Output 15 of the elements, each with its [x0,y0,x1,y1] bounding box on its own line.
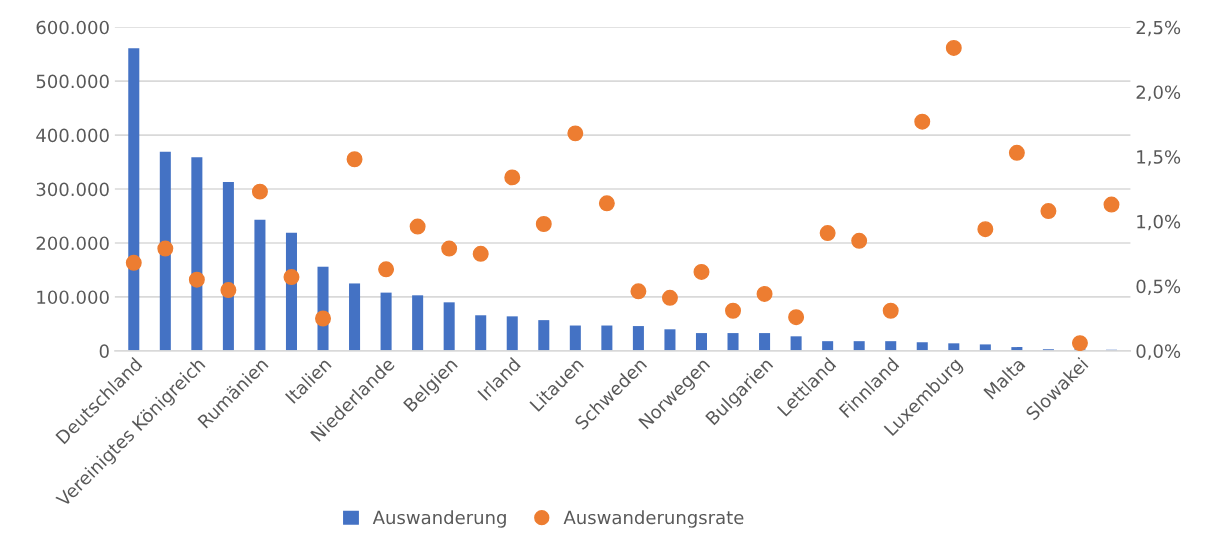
y2-tick-label: 1,0% [1137,214,1181,231]
legend-label: Auswanderung [372,510,506,528]
y2-tick-label: 2,0% [1136,85,1181,101]
legend-label: Auswanderungsrate [563,510,744,528]
y2-tick-label: 0,5% [1136,279,1181,296]
y-tick-label: 400.000 [36,128,109,143]
y-tick-label: 200.000 [36,236,109,251]
y2-tick-label: 0,0% [1136,344,1181,360]
y2-tick-label: 1,5% [1137,150,1181,166]
y-tick-label: 500.000 [36,74,109,89]
y-tick-label: 600.000 [36,20,109,35]
y2-tick-label: 2,5% [1136,20,1181,37]
y-tick-label: 0 [99,344,109,358]
y-tick-label: 300.000 [36,182,109,197]
y-tick-label: 100.000 [37,290,109,305]
